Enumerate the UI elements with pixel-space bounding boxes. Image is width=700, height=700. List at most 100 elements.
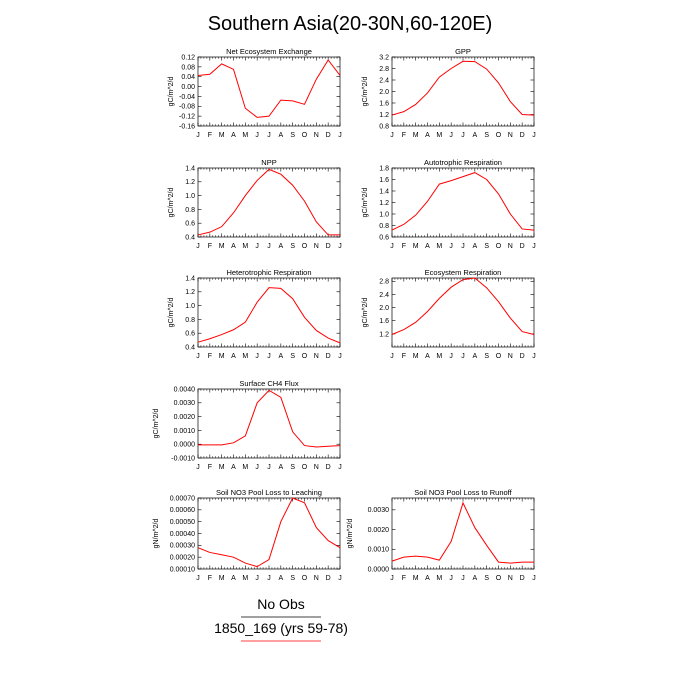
- panel-7-xtick-label-11: D: [326, 575, 331, 582]
- panel-0-title: Net Ecosystem Exchange: [226, 47, 312, 56]
- panel-1-ytick-label-0: 0.8: [379, 123, 389, 130]
- panel-8-xtick-label-0: J: [390, 575, 394, 582]
- panel-8-xtick-label-8: S: [484, 575, 489, 582]
- panel-8-xtick-label-10: N: [508, 575, 513, 582]
- panel-5-xtick-label-10: N: [508, 353, 513, 360]
- panel-3-xtick-label-5: J: [449, 243, 453, 250]
- panel-7-xtick-label-1: F: [208, 575, 212, 582]
- panel-1-title: GPP: [455, 47, 471, 56]
- panel-6-series-0-line: [198, 389, 341, 448]
- panel-7-series-0-line: [197, 497, 341, 568]
- panel-7-xtick-label-12: J: [338, 575, 342, 582]
- panel-8-ylabel: gN/m^2/d: [347, 519, 354, 549]
- panel-4-ytick-label-5: 1.4: [185, 275, 195, 282]
- panel-7-xtick-label-0: J: [196, 575, 200, 582]
- panel-7-ytick-label-1: 0.00020: [170, 555, 195, 562]
- panel-5-ytick-label-3: 2.4: [379, 292, 389, 299]
- panel-3-ytick-label-3: 1.2: [379, 200, 389, 207]
- panel-0-xtick-label-6: J: [267, 132, 271, 139]
- panel-5-ylabel: gC/m^2/d: [362, 298, 369, 328]
- panel-1-xtick-label-3: A: [425, 132, 430, 139]
- panel-8-xtick-label-9: O: [496, 575, 502, 582]
- panel-4-xtick-label-9: O: [302, 353, 308, 360]
- panel-7-xtick-label-6: J: [267, 575, 271, 582]
- panel-8-xtick-label-6: J: [461, 575, 465, 582]
- panel-1-ytick-label-4: 2.4: [379, 77, 389, 84]
- panel-5-xtick-label-2: M: [413, 353, 419, 360]
- panel-0-xtick-label-0: J: [196, 132, 200, 139]
- panel-5-xtick-label-4: M: [436, 353, 442, 360]
- panel-3-ylabel: gC/m^2/d: [362, 188, 369, 218]
- panel-8-title: Soil NO3 Pool Loss to Runoff: [414, 488, 512, 497]
- panel-6-ytick-label-2: 0.0010: [174, 428, 196, 435]
- panel-3-title: Autotrophic Respiration: [424, 158, 502, 167]
- panel-1-xtick-label-7: A: [472, 132, 477, 139]
- panel-2-frame: [197, 167, 341, 238]
- panel-4-xtick-label-6: J: [267, 353, 271, 360]
- panel-3-xtick-label-6: J: [461, 243, 465, 250]
- panel-7-xtick-label-3: A: [231, 575, 236, 582]
- panel-2-series-0-line: [197, 168, 340, 236]
- panel-3-xtick-label-7: A: [472, 243, 477, 250]
- panel-3-xtick-label-10: N: [508, 243, 513, 250]
- panel-2-ytick-label-5: 1.4: [185, 165, 195, 172]
- panel-3-xtick-label-0: J: [390, 243, 394, 250]
- panel-7-ytick-label-3: 0.00040: [170, 531, 195, 538]
- panel-0-xtick-label-10: N: [314, 132, 319, 139]
- panel-3-xtick-label-9: O: [496, 243, 502, 250]
- panel-8-xtick-label-3: A: [425, 575, 430, 582]
- panel-0-ytick-label-6: 0.08: [181, 64, 195, 71]
- legend-entry-0-label: No Obs: [257, 596, 304, 612]
- panel-6-xtick-label-11: D: [326, 464, 331, 471]
- panel-7-xtick-label-4: M: [242, 575, 248, 582]
- panel-1-ytick-label-6: 3.2: [379, 54, 389, 61]
- panel-0-xtick-label-11: D: [326, 132, 331, 139]
- panel-7-ylabel: gN/m^2/d: [153, 519, 160, 549]
- panel-1-ytick-label-3: 2.0: [379, 89, 389, 96]
- panel-3-ytick-label-2: 1.0: [379, 211, 389, 218]
- panel-4-ytick-label-1: 0.6: [185, 331, 195, 338]
- panel-0-xtick-label-3: A: [231, 132, 236, 139]
- panel-2-xtick-label-1: F: [208, 243, 212, 250]
- panel-2-xtick-label-2: M: [219, 243, 225, 250]
- panel-4-xtick-label-5: J: [255, 353, 259, 360]
- panel-6-ytick-label-5: 0.0040: [174, 386, 196, 393]
- panel-4-title: Heterotrophic Respiration: [226, 268, 311, 277]
- panel-7-ytick-label-2: 0.00030: [170, 543, 195, 550]
- panel-1-ytick-label-2: 1.6: [379, 100, 389, 107]
- panel-3-series-0-line: [391, 172, 535, 231]
- panel-5-xtick-label-8: S: [484, 353, 489, 360]
- panel-0-ytick-label-0: -0.16: [179, 123, 195, 130]
- panel-3-xtick-label-2: M: [413, 243, 419, 250]
- panel-5-ytick-label-4: 2.8: [379, 279, 389, 286]
- panel-1-frame: [391, 56, 535, 127]
- panel-4-ytick-label-4: 1.2: [185, 289, 195, 296]
- panel-4-xtick-label-8: S: [290, 353, 295, 360]
- panel-2-xtick-label-4: M: [242, 243, 248, 250]
- panel-0-ytick-label-5: 0.04: [181, 74, 195, 81]
- panel-4-xtick-label-2: M: [219, 353, 225, 360]
- panel-1-ylabel: gC/m^2/d: [362, 77, 369, 107]
- panel-7-xtick-label-9: O: [302, 575, 308, 582]
- panel-8-xtick-label-11: D: [520, 575, 525, 582]
- panel-4-xtick-label-1: F: [208, 353, 212, 360]
- panel-3-ytick-label-1: 0.8: [379, 223, 389, 230]
- panel-1-xtick-label-5: J: [449, 132, 453, 139]
- panel-2-xtick-label-6: J: [267, 243, 271, 250]
- panel-3-ytick-label-6: 1.8: [379, 165, 389, 172]
- panel-2-ytick-label-3: 1.0: [185, 193, 195, 200]
- panel-3-xtick-label-12: J: [532, 243, 536, 250]
- panel-0-ytick-label-7: 0.12: [181, 54, 195, 61]
- panel-1-xtick-label-10: N: [508, 132, 513, 139]
- panel-7-ytick-label-5: 0.00060: [170, 507, 195, 514]
- panel-2-ytick-label-4: 1.2: [185, 179, 195, 186]
- panel-2-xtick-label-10: N: [314, 243, 319, 250]
